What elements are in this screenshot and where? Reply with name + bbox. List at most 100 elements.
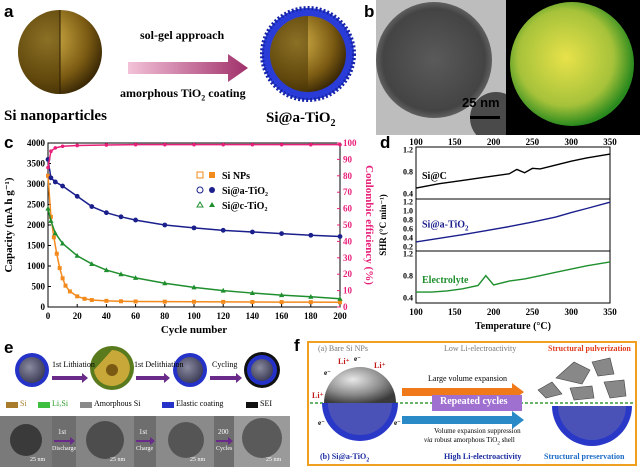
y2-axis-label: Coulombic efficiency (%) [363, 165, 375, 285]
row-label-1: Si@a-TiO2 [422, 220, 469, 233]
panel-label-d: d [380, 133, 391, 152]
bottom-x-tick-label: 350 [603, 307, 617, 317]
top-x-tick-label: 200 [487, 137, 501, 147]
tem-arrow1-bottom: Discharge [52, 446, 77, 452]
si-c-tio2-point [337, 296, 343, 301]
si-c-tio2-point [220, 287, 226, 293]
si-a-tio2-point [308, 232, 314, 238]
panel-label-b: b [364, 2, 375, 21]
si-a-tio2-point [52, 179, 58, 185]
bottom-x-tick-label: 300 [564, 307, 578, 317]
row-tick-label-0: 0.8 [403, 168, 413, 177]
x-tick-label: 100 [187, 311, 201, 321]
row-tick-label-2: 1.2 [403, 250, 413, 259]
bottom-x-tick-label: 250 [526, 307, 540, 317]
legend-label-lixsi: LiₓSi [52, 399, 69, 408]
row-tick-label-2: 0.8 [403, 272, 413, 281]
top-x-tick-label: 350 [603, 137, 617, 147]
row-label-0: Si@C [422, 171, 447, 182]
si-c-tio2-point [89, 261, 95, 266]
row-tick-label-1: 0.2 [403, 242, 413, 251]
electron-label-4: e⁻ [394, 419, 401, 427]
si-a-tio2-point [74, 193, 80, 199]
row-curve-0 [415, 153, 611, 189]
si-nps-point [46, 173, 50, 178]
legend-swatch-elastic-coating [162, 402, 174, 408]
y2-tick-label: 30 [343, 253, 353, 263]
legend-marker-2-filled [209, 202, 215, 207]
si-nps-point [250, 299, 255, 304]
x-tick-label: 60 [131, 311, 141, 321]
panel-a: a sol-gel approach amorphous TiO2 coatin [0, 0, 360, 135]
li-ion-label-1: Li⁺ [338, 357, 350, 366]
panel-f: f (a) Bare Si [294, 336, 640, 467]
tem-scale-3: 25 nm [190, 457, 206, 463]
legend-marker-1-open [196, 186, 204, 194]
y-tick-label: 2500 [27, 200, 46, 210]
stage-sphere-3 [173, 353, 207, 387]
si-c-tio2-point [191, 284, 197, 290]
si-nps-point [162, 299, 167, 304]
y-tick-label: 3000 [27, 179, 46, 189]
x-tick-label: 40 [102, 311, 112, 321]
ce-point [60, 144, 65, 149]
suppression-line2-rest: robust amorphous TiO [432, 436, 498, 444]
row-tick-label-1: 0.4 [403, 233, 413, 242]
capacity-cycle-chart: 0 20 40 60 80 100 120 140 160 180 2000500100015002… [3, 138, 375, 336]
arrow-bottom-suffix: coating [205, 86, 246, 100]
y2-tick-label: 10 [343, 286, 353, 296]
legend-swatch-si [6, 402, 18, 408]
legend-swatch-amorphous-si [80, 402, 92, 408]
si-c-tio2-point [118, 271, 124, 277]
si-at-tio2-f-label: (b) Si@a-TiO2 [320, 452, 369, 464]
suppression-line2-sub: 2 [497, 441, 500, 447]
y2-tick-label: 60 [343, 204, 353, 214]
y2-tick-label: 70 [343, 187, 353, 197]
suppression-arrow [402, 411, 524, 429]
si-at-tio2-f-sub: 2 [366, 457, 370, 464]
row-label-sub-1: 2 [465, 225, 469, 233]
panel-e-schematic [0, 346, 290, 467]
x-tick-label: 120 [216, 311, 230, 321]
legend-swatch-lixsi [38, 402, 50, 408]
row-tick-label-2: 0.4 [403, 294, 413, 303]
row-tick-label-0: 1.2 [403, 146, 413, 155]
row-frame-2 [415, 250, 611, 304]
stage-sphere-2 [90, 346, 134, 390]
panel-b: b 25 nm [362, 0, 640, 135]
tem-scale-4: 25 nm [266, 457, 282, 463]
si-a-tio2-point [191, 225, 197, 231]
si-nps-point [279, 300, 284, 305]
legend-swatch-sei [246, 402, 258, 408]
si-nps-point [104, 298, 109, 303]
series-line-0 [47, 175, 341, 304]
electron-label-1: e⁻ [354, 355, 361, 363]
si-c-tio2-point [60, 240, 66, 246]
ce-point [192, 142, 196, 147]
y-tick-label: 1000 [27, 261, 46, 271]
bare-si-label: (a) Bare Si NPs [318, 344, 368, 353]
tem-arrow1-top: 1st [58, 428, 67, 436]
arrow-bottom-text: amorphous TiO2 coating [120, 86, 246, 102]
legend-marker-2-open [196, 201, 204, 208]
si-a-tio2-point [133, 217, 139, 223]
si-nps-point [89, 298, 94, 303]
tem-strip-arrows [54, 437, 233, 445]
si-nps-point [54, 251, 59, 256]
bottom-x-tick-label: 150 [448, 307, 462, 317]
ce-point [75, 143, 79, 148]
tem-particle [376, 2, 492, 118]
tem-arrow3-bottom: Cycles [216, 446, 233, 452]
si-nps-point [338, 300, 342, 305]
si-nps-point [221, 299, 226, 304]
electron-label-2: e⁻ [324, 369, 331, 377]
legend-label-sei: SEI [260, 399, 272, 408]
ce-point [309, 142, 313, 147]
y-tick-label: 500 [32, 282, 46, 292]
si-nps-point [192, 299, 196, 304]
si-a-tio2-point [220, 227, 226, 233]
x-tick-label: 80 [160, 311, 170, 321]
row-tick-label-1: 1.2 [403, 197, 413, 206]
si-nps-point [57, 266, 62, 271]
ce-point [338, 142, 342, 147]
